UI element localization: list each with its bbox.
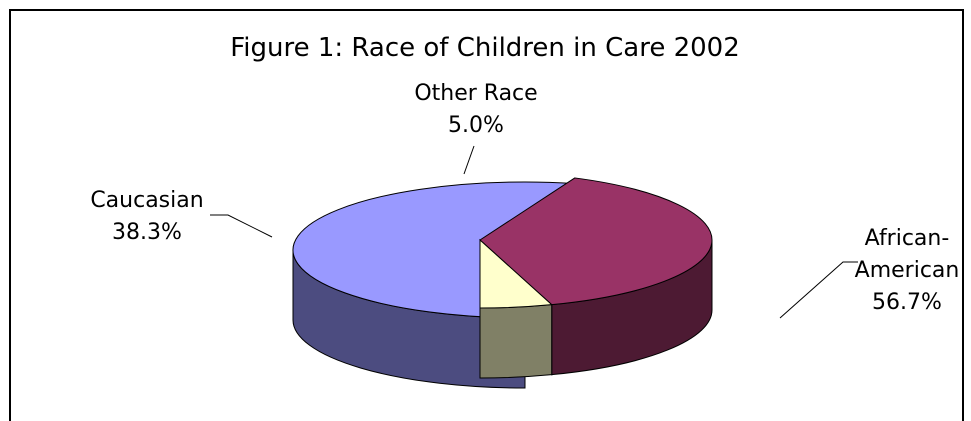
slice-category-label-african-american: American: [855, 258, 960, 283]
pie-slice-other-race: [479, 238, 553, 379]
pie-slice-side-other-race: [479, 304, 553, 379]
slice-value-label-caucasian: 38.3%: [112, 220, 182, 245]
leader-line-african-american: [779, 261, 858, 319]
slice-value-label-other-race: 5.0%: [448, 113, 504, 138]
slice-category-label-african-american: African-: [865, 226, 950, 251]
chart-title: Figure 1: Race of Children in Care 2002: [230, 33, 740, 63]
pie-slice-top-other-race: [479, 238, 553, 309]
leader-line-other-race: [463, 145, 475, 175]
slice-category-label-caucasian: Caucasian: [90, 188, 203, 213]
slice-category-label-other-race: Other Race: [414, 81, 537, 106]
slice-value-label-african-american: 56.7%: [872, 290, 942, 315]
pie-slice-top-caucasian: [479, 177, 713, 306]
leader-line-caucasian: [210, 214, 273, 238]
